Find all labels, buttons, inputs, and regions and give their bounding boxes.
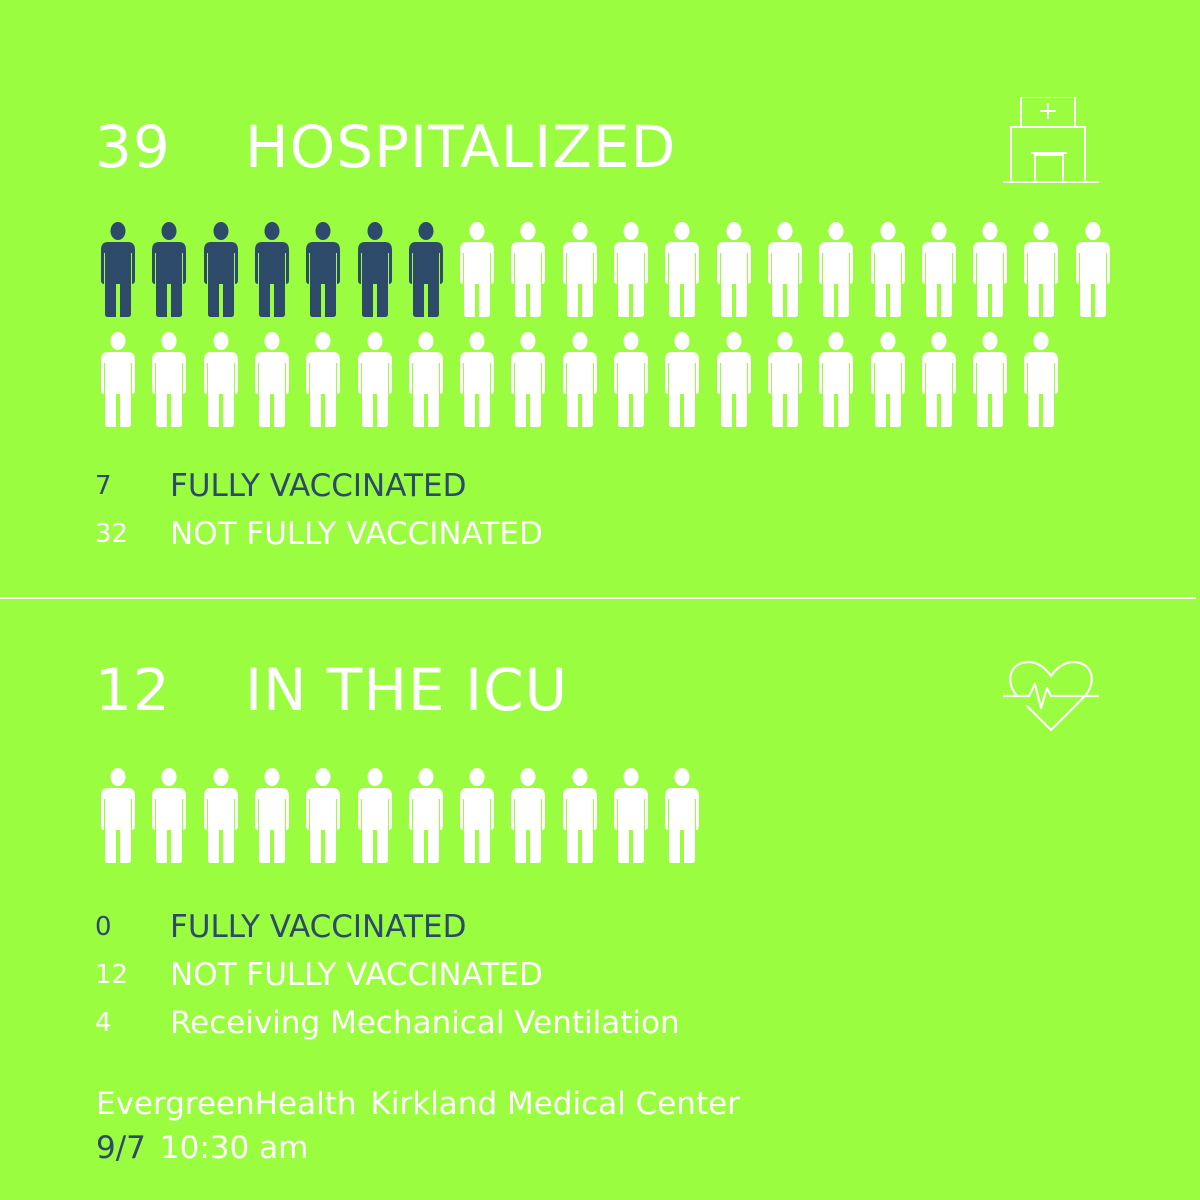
legend-count: 4 bbox=[95, 1008, 112, 1038]
person-figure-not-vaccinated bbox=[663, 768, 701, 863]
footer-source: EvergreenHealth Kirkland Medical Center bbox=[96, 1082, 740, 1126]
legend-label: FULLY VACCINATED bbox=[170, 468, 467, 504]
person-figure-not-vaccinated bbox=[150, 768, 188, 863]
icu-count: 12 bbox=[95, 656, 171, 724]
icu-people-grid bbox=[99, 768, 1149, 868]
legend-count: 12 bbox=[95, 960, 129, 990]
person-figure-not-vaccinated bbox=[612, 222, 650, 317]
person-figure-vaccinated bbox=[356, 222, 394, 317]
icu-title: IN THE ICU bbox=[245, 656, 569, 724]
hospitalized-count: 39 bbox=[95, 113, 171, 181]
person-figure-not-vaccinated bbox=[971, 222, 1009, 317]
footer-timestamp: 9/7 10:30 am bbox=[96, 1126, 740, 1170]
legend-count: 7 bbox=[95, 471, 112, 501]
person-figure-not-vaccinated bbox=[407, 332, 445, 427]
person-figure-not-vaccinated bbox=[356, 768, 394, 863]
person-figure-not-vaccinated bbox=[356, 332, 394, 427]
person-figure-not-vaccinated bbox=[612, 332, 650, 427]
person-figure-not-vaccinated bbox=[920, 332, 958, 427]
person-figure-not-vaccinated bbox=[561, 332, 599, 427]
person-figure-not-vaccinated bbox=[663, 222, 701, 317]
person-figure-not-vaccinated bbox=[150, 332, 188, 427]
legend-label: FULLY VACCINATED bbox=[170, 909, 467, 945]
person-figure-vaccinated bbox=[202, 222, 240, 317]
person-figure-not-vaccinated bbox=[509, 332, 547, 427]
footer: EvergreenHealth Kirkland Medical Center 9… bbox=[96, 1082, 740, 1170]
person-figure-not-vaccinated bbox=[509, 768, 547, 863]
legend-label: Receiving Mechanical Ventilation bbox=[170, 1005, 680, 1041]
person-figure-not-vaccinated bbox=[99, 768, 137, 863]
person-figure-not-vaccinated bbox=[99, 332, 137, 427]
legend-label: NOT FULLY VACCINATED bbox=[170, 516, 543, 552]
person-figure-not-vaccinated bbox=[715, 222, 753, 317]
person-figure-not-vaccinated bbox=[715, 332, 753, 427]
person-figure-not-vaccinated bbox=[202, 768, 240, 863]
hospitalized-people-grid bbox=[99, 222, 1149, 432]
person-figure-not-vaccinated bbox=[920, 222, 958, 317]
icu-header: 12 IN THE ICU bbox=[0, 640, 1200, 740]
footer-location: Kirkland Medical Center bbox=[370, 1086, 740, 1122]
person-figure-not-vaccinated bbox=[1074, 222, 1112, 317]
hospital-icon bbox=[1003, 96, 1099, 197]
person-figure-not-vaccinated bbox=[663, 332, 701, 427]
person-figure-not-vaccinated bbox=[407, 768, 445, 863]
person-figure-not-vaccinated bbox=[971, 332, 1009, 427]
legend-count: 32 bbox=[95, 519, 129, 549]
legend-label: NOT FULLY VACCINATED bbox=[170, 957, 543, 993]
section-divider bbox=[0, 597, 1196, 599]
person-figure-not-vaccinated bbox=[869, 332, 907, 427]
person-figure-not-vaccinated bbox=[561, 768, 599, 863]
hospitalized-title: HOSPITALIZED bbox=[245, 113, 677, 181]
person-figure-not-vaccinated bbox=[766, 332, 804, 427]
footer-date: 9/7 bbox=[96, 1130, 146, 1166]
person-figure-not-vaccinated bbox=[458, 332, 496, 427]
person-figure-not-vaccinated bbox=[561, 222, 599, 317]
person-figure-not-vaccinated bbox=[304, 768, 342, 863]
person-figure-vaccinated bbox=[253, 222, 291, 317]
footer-time: 10:30 am bbox=[159, 1130, 309, 1166]
person-figure-not-vaccinated bbox=[202, 332, 240, 427]
person-figure-not-vaccinated bbox=[253, 332, 291, 427]
person-figure-not-vaccinated bbox=[1022, 222, 1060, 317]
heart-rate-icon bbox=[1001, 658, 1101, 738]
person-figure-vaccinated bbox=[304, 222, 342, 317]
person-figure-not-vaccinated bbox=[458, 222, 496, 317]
person-figure-not-vaccinated bbox=[766, 222, 804, 317]
person-figure-not-vaccinated bbox=[509, 222, 547, 317]
hospitalized-header: 39 HOSPITALIZED bbox=[0, 96, 1200, 197]
person-figure-not-vaccinated bbox=[1022, 332, 1060, 427]
legend-count: 0 bbox=[95, 912, 112, 942]
person-figure-vaccinated bbox=[150, 222, 188, 317]
person-figure-not-vaccinated bbox=[304, 332, 342, 427]
person-figure-not-vaccinated bbox=[817, 222, 855, 317]
person-figure-not-vaccinated bbox=[458, 768, 496, 863]
person-figure-vaccinated bbox=[99, 222, 137, 317]
person-figure-not-vaccinated bbox=[869, 222, 907, 317]
footer-org: EvergreenHealth bbox=[96, 1086, 357, 1122]
person-figure-not-vaccinated bbox=[817, 332, 855, 427]
person-figure-not-vaccinated bbox=[612, 768, 650, 863]
person-figure-vaccinated bbox=[407, 222, 445, 317]
person-figure-not-vaccinated bbox=[253, 768, 291, 863]
